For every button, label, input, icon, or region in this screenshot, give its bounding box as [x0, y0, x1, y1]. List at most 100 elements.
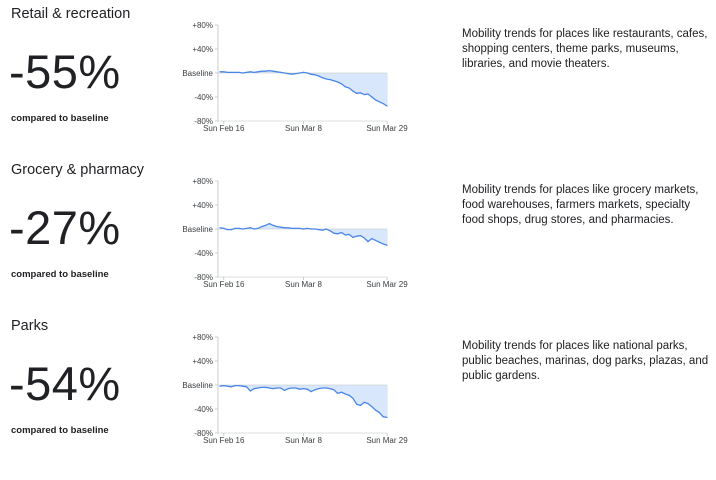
data-point — [367, 403, 369, 405]
data-point — [352, 236, 354, 238]
data-point — [348, 87, 350, 89]
data-point — [272, 224, 274, 226]
data-point — [299, 227, 301, 229]
data-point — [359, 235, 362, 237]
data-point — [306, 72, 308, 74]
data-point — [321, 229, 324, 231]
data-point — [310, 391, 312, 393]
data-point — [249, 390, 251, 392]
data-point — [287, 227, 289, 229]
data-point — [352, 397, 354, 399]
data-point — [245, 227, 248, 229]
y-tick-label: +80% — [192, 177, 213, 186]
data-point — [283, 389, 286, 391]
data-point — [295, 73, 297, 75]
x-tick-label: Sun Mar 8 — [285, 280, 322, 289]
data-point — [310, 228, 312, 230]
data-point — [268, 70, 270, 72]
data-point — [261, 70, 263, 72]
data-point — [295, 227, 297, 229]
data-point — [352, 90, 354, 92]
data-point — [276, 387, 278, 389]
trend-chart: +80% +40% Baseline -40% -80%Sun Feb 16 Sun Ma… — [182, 333, 408, 445]
data-point — [337, 392, 339, 394]
y-tick-label: -40% — [194, 405, 213, 414]
data-point — [230, 71, 232, 73]
data-point — [283, 227, 286, 229]
data-point — [245, 71, 248, 73]
data-point — [314, 389, 316, 391]
data-point — [242, 228, 244, 230]
data-point — [359, 92, 362, 94]
data-point — [386, 416, 388, 418]
category-description: Mobility trends for places like national… — [462, 340, 709, 382]
x-tick-label: Sun Mar 29 — [366, 436, 408, 445]
area-fill — [220, 70, 387, 106]
data-point — [291, 387, 293, 389]
data-point — [238, 385, 240, 387]
data-point — [329, 230, 331, 232]
category-section: Retail & recreation -55% compared to bas… — [0, 0, 716, 156]
data-point — [363, 401, 365, 403]
x-tick-label: Sun Mar 8 — [285, 124, 322, 133]
data-point — [371, 406, 373, 408]
y-tick-label: Baseline — [182, 381, 213, 390]
change-value: -54% — [9, 357, 121, 410]
data-point — [386, 105, 388, 107]
data-point — [295, 387, 297, 389]
data-point — [257, 227, 259, 229]
x-tick-label: Sun Feb 16 — [203, 436, 245, 445]
x-tick-label: Sun Mar 29 — [366, 124, 408, 133]
data-point — [238, 227, 240, 229]
category-title: Grocery & pharmacy — [11, 162, 144, 178]
baseline-caption: compared to baseline — [11, 113, 109, 124]
data-point — [299, 72, 301, 74]
data-point — [378, 101, 381, 103]
area-fill — [220, 385, 387, 418]
data-point — [276, 71, 278, 73]
y-tick-label: Baseline — [182, 225, 213, 234]
data-point — [329, 388, 331, 390]
data-point — [363, 94, 365, 96]
data-point — [382, 416, 384, 418]
x-tick-label: Sun Feb 16 — [203, 124, 245, 133]
data-point — [219, 385, 221, 387]
data-point — [223, 385, 225, 387]
data-point — [249, 227, 251, 229]
data-point — [367, 241, 369, 243]
data-point — [253, 71, 255, 73]
change-value: -27% — [9, 201, 121, 254]
data-point — [245, 386, 248, 388]
data-point — [230, 386, 232, 388]
data-point — [337, 81, 339, 83]
category-description: Mobility trends for places like restaura… — [462, 28, 708, 70]
data-point — [359, 404, 362, 406]
data-point — [257, 387, 259, 389]
data-point — [264, 386, 267, 388]
data-point — [219, 71, 221, 73]
data-point — [363, 237, 365, 239]
data-point — [306, 227, 308, 229]
category-description: Mobility trends for places like grocery … — [462, 184, 699, 226]
data-point — [325, 78, 327, 80]
data-point — [321, 387, 324, 389]
y-tick-label: Baseline — [182, 69, 213, 78]
data-point — [382, 243, 384, 245]
data-point — [238, 71, 240, 73]
data-point — [340, 391, 343, 393]
data-point — [325, 228, 327, 230]
data-point — [378, 412, 381, 414]
data-point — [371, 238, 373, 240]
data-point — [325, 387, 327, 389]
data-point — [329, 79, 331, 81]
change-value: -55% — [9, 45, 121, 98]
data-point — [306, 388, 308, 390]
data-point — [264, 70, 267, 72]
data-point — [356, 92, 358, 94]
data-point — [375, 239, 377, 241]
data-point — [344, 234, 346, 236]
data-point — [333, 232, 335, 234]
trend-chart: +80% +40% Baseline -40% -80%Sun Feb 16 Sun Ma… — [182, 21, 408, 133]
data-point — [223, 227, 225, 229]
data-point — [333, 389, 335, 391]
